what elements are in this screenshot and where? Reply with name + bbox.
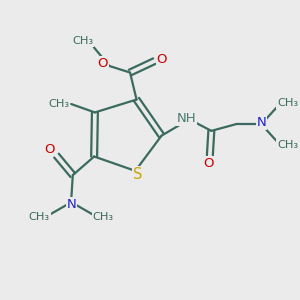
Text: CH₃: CH₃ (277, 98, 298, 108)
Text: NH: NH (177, 112, 196, 125)
Text: O: O (98, 57, 108, 70)
Text: CH₃: CH₃ (48, 99, 69, 109)
Text: CH₃: CH₃ (29, 212, 50, 222)
Text: CH₃: CH₃ (72, 36, 93, 46)
Text: O: O (157, 53, 167, 66)
Text: CH₃: CH₃ (277, 140, 298, 150)
Text: CH₃: CH₃ (93, 212, 114, 222)
Text: S: S (133, 167, 142, 182)
Text: N: N (256, 116, 266, 129)
Text: N: N (66, 198, 76, 211)
Text: O: O (203, 158, 214, 170)
Text: O: O (44, 142, 54, 155)
